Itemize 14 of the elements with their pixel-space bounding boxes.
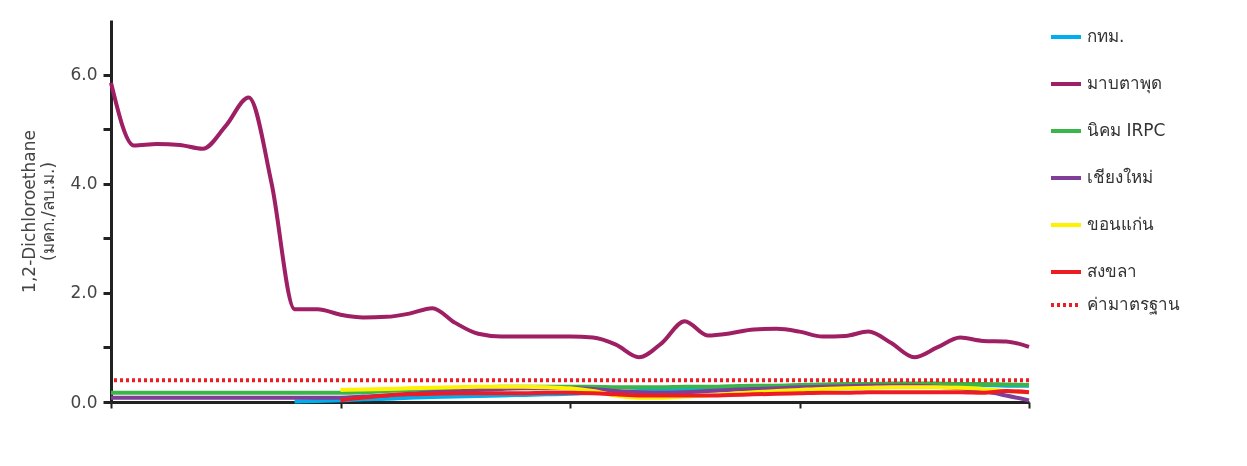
y-axis-title: 1,2-Dichloroethane (มคก./ลบ.ม.) <box>19 130 59 293</box>
y-tick-label: 0.0 <box>70 391 98 412</box>
legend-label: นิคม IRPC <box>1087 120 1166 140</box>
y-tick-label: 4.0 <box>70 173 98 194</box>
legend-label: เชียงใหม่ <box>1087 167 1153 187</box>
legend-label: ขอนแก่น <box>1087 214 1154 234</box>
legend-label: มาบตาพุด <box>1087 73 1162 94</box>
y-tick-label: 6.0 <box>70 64 98 85</box>
y-tick-label: 2.0 <box>70 282 98 303</box>
line-series <box>109 80 1031 360</box>
line-series <box>338 389 1031 403</box>
legend-label: สงขลา <box>1087 261 1137 281</box>
legend-label: กทม. <box>1087 26 1125 46</box>
legend-label: ค่ามาตรฐาน <box>1087 294 1180 315</box>
